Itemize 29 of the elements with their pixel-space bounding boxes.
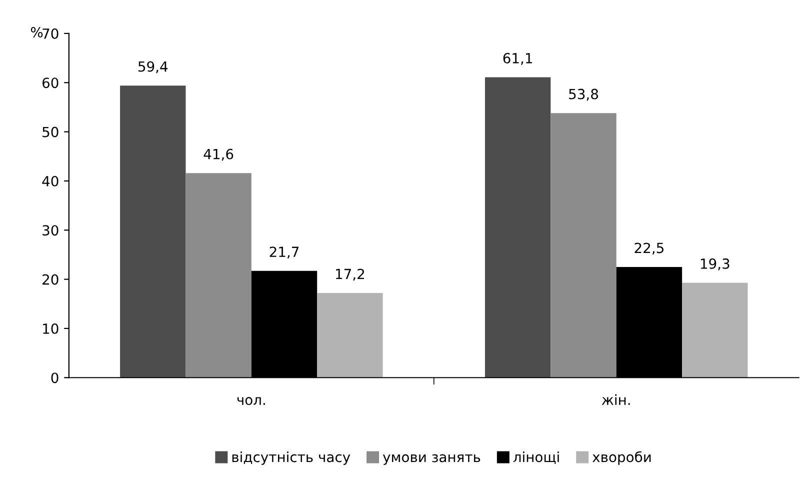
y-axis-title: % (30, 26, 43, 38)
legend-label: хвороби (592, 451, 651, 465)
data-label: 61,1 (503, 52, 532, 65)
legend-label: лінощі (513, 451, 559, 464)
bar (317, 293, 383, 378)
y-tick-label: 60 (42, 78, 58, 88)
data-label: 22,5 (634, 242, 664, 255)
data-label: 59,4 (138, 61, 168, 74)
data-label: 41,6 (204, 148, 234, 161)
bar (484, 77, 551, 378)
bar (550, 113, 616, 378)
bar (120, 86, 186, 378)
legend-label: умови занять (382, 454, 480, 465)
y-tick-label: 20 (42, 274, 58, 285)
bar (682, 282, 748, 378)
y-tick-label: 0 (51, 372, 58, 384)
legend-label: відсутність часу (232, 451, 350, 465)
data-label: 21,7 (270, 246, 299, 259)
data-label: 53,8 (569, 88, 598, 101)
bar (186, 173, 252, 378)
y-tick-label: 70 (42, 28, 58, 39)
x-tick-label: жін. (602, 394, 630, 405)
data-label: 19,3 (700, 258, 730, 270)
y-tick-label: 40 (42, 176, 58, 186)
y-tick-label: 50 (42, 126, 58, 138)
y-tick-label: 10 (43, 323, 58, 334)
x-tick-label: чол. (237, 397, 265, 406)
data-label: 17,2 (336, 268, 364, 281)
y-tick-label: 30 (42, 225, 58, 236)
